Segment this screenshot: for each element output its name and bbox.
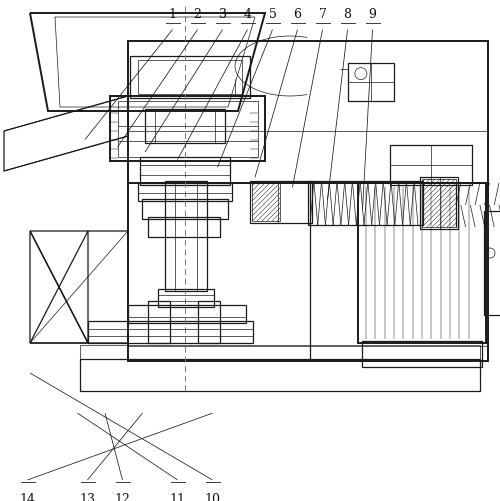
Bar bbox=[390, 146, 472, 186]
Bar bbox=[198, 302, 220, 343]
Bar bbox=[250, 182, 312, 223]
Bar bbox=[128, 306, 246, 323]
Text: 12: 12 bbox=[114, 492, 130, 501]
Bar bbox=[308, 182, 423, 225]
Bar bbox=[128, 42, 488, 361]
Bar bbox=[158, 290, 214, 308]
Text: 10: 10 bbox=[204, 492, 220, 501]
Bar bbox=[110, 97, 265, 162]
Bar bbox=[422, 180, 456, 227]
Bar bbox=[145, 110, 225, 144]
Bar bbox=[138, 61, 242, 95]
Bar bbox=[118, 102, 258, 158]
Bar bbox=[148, 217, 220, 237]
Bar bbox=[130, 57, 250, 99]
Bar bbox=[420, 178, 458, 229]
Bar bbox=[348, 64, 394, 102]
Text: 5: 5 bbox=[268, 8, 276, 21]
Bar bbox=[362, 341, 482, 367]
Bar bbox=[80, 345, 480, 359]
Text: 8: 8 bbox=[344, 8, 351, 21]
Text: 13: 13 bbox=[80, 492, 96, 501]
Text: 6: 6 bbox=[294, 8, 302, 21]
Bar bbox=[165, 182, 207, 292]
Bar bbox=[138, 184, 232, 201]
Text: 7: 7 bbox=[318, 8, 326, 21]
Bar bbox=[142, 199, 228, 219]
Text: 2: 2 bbox=[194, 8, 202, 21]
Bar bbox=[88, 321, 253, 343]
Bar bbox=[358, 184, 486, 343]
Text: 14: 14 bbox=[20, 492, 36, 501]
Bar bbox=[252, 184, 280, 221]
Bar bbox=[140, 158, 230, 186]
Text: 11: 11 bbox=[170, 492, 186, 501]
Bar bbox=[484, 211, 500, 315]
Text: 1: 1 bbox=[168, 8, 176, 21]
Text: 9: 9 bbox=[368, 8, 376, 21]
Text: 4: 4 bbox=[244, 8, 252, 21]
Bar bbox=[148, 302, 170, 343]
Text: 3: 3 bbox=[218, 8, 226, 21]
Bar bbox=[80, 359, 480, 391]
